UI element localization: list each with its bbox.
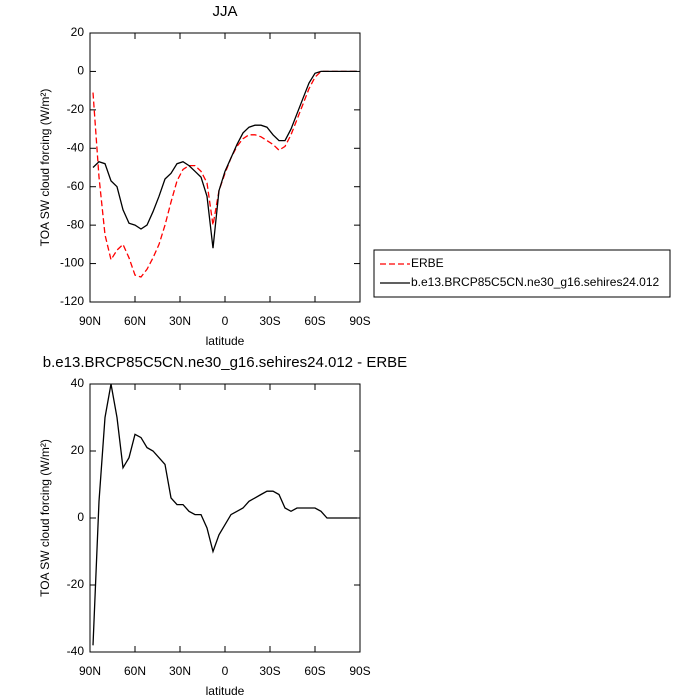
x-tick-label: 90N (79, 314, 101, 328)
legend-box (373, 249, 671, 298)
y-axis-label: TOA SW cloud forcing (W/m²) (38, 89, 52, 247)
y-tick-label: 20 (71, 25, 85, 39)
x-tick-label: 30N (169, 314, 191, 328)
chart-title: JJA (212, 3, 237, 20)
x-tick-label: 30S (259, 314, 280, 328)
x-tick-label: 90N (79, 664, 101, 678)
y-tick-label: -120 (60, 294, 84, 308)
y-axis-label: TOA SW cloud forcing (W/m²) (38, 439, 52, 597)
x-tick-label: 60S (304, 314, 325, 328)
x-axis-label: latitude (206, 334, 245, 348)
data-line (92, 383, 357, 646)
y-tick-label: -40 (67, 140, 85, 154)
y-tick-label: 0 (77, 510, 84, 524)
x-tick-label: 90S (349, 664, 370, 678)
x-tick-label: 0 (222, 664, 229, 678)
x-tick-label: 90S (349, 314, 370, 328)
plot-frame (89, 32, 361, 303)
y-tick-label: 40 (71, 376, 85, 390)
y-tick-label: -60 (67, 179, 85, 193)
y-tick-label: -80 (67, 217, 85, 231)
x-tick-label: 60S (304, 664, 325, 678)
x-tick-label: 60N (124, 664, 146, 678)
x-tick-label: 30S (259, 664, 280, 678)
y-tick-label: -20 (67, 102, 85, 116)
x-tick-label: 30N (169, 664, 191, 678)
plot-frame (89, 383, 361, 653)
legend-label: b.e13.BRCP85C5CN.ne30_g16.sehires24.012 (411, 275, 659, 289)
data-line (92, 70, 357, 278)
x-axis-label: latitude (206, 684, 245, 698)
data-line (92, 70, 357, 249)
y-tick-label: -40 (67, 644, 85, 658)
y-tick-label: -100 (60, 256, 84, 270)
legend-label: ERBE (411, 256, 444, 270)
x-tick-label: 0 (222, 314, 229, 328)
y-tick-label: 20 (71, 443, 85, 457)
y-tick-label: -20 (67, 577, 85, 591)
y-tick-label: 0 (77, 64, 84, 78)
chart-title: b.e13.BRCP85C5CN.ne30_g16.sehires24.012 … (43, 354, 407, 371)
x-tick-label: 60N (124, 314, 146, 328)
